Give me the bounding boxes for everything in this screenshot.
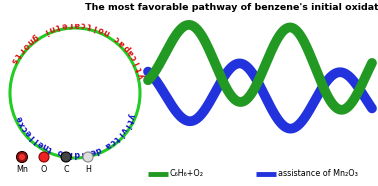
- Circle shape: [61, 152, 71, 162]
- Text: o: o: [57, 147, 64, 157]
- Text: i: i: [122, 122, 131, 129]
- Text: c: c: [107, 137, 116, 147]
- Text: H: H: [85, 165, 91, 174]
- Text: a: a: [125, 47, 136, 57]
- Circle shape: [19, 154, 25, 160]
- Text: n: n: [102, 27, 112, 37]
- Text: l: l: [33, 136, 40, 145]
- Text: d: d: [93, 144, 102, 155]
- Text: n: n: [25, 36, 35, 46]
- Text: z: z: [84, 148, 91, 158]
- Text: n: n: [40, 141, 50, 152]
- Text: a: a: [117, 38, 127, 48]
- Text: g: g: [30, 32, 40, 42]
- Text: e: e: [36, 138, 45, 149]
- Text: x: x: [17, 119, 28, 128]
- Text: i: i: [133, 60, 142, 66]
- Text: i: i: [80, 149, 84, 158]
- Text: l: l: [28, 132, 36, 141]
- Text: v: v: [118, 125, 129, 135]
- Text: i: i: [43, 26, 49, 35]
- Text: e: e: [89, 146, 97, 156]
- Text: t: t: [112, 133, 121, 143]
- Text: C: C: [63, 165, 69, 174]
- Text: c: c: [80, 20, 86, 29]
- Text: i: i: [116, 130, 124, 138]
- Text: c: c: [113, 34, 122, 44]
- Text: n: n: [47, 23, 56, 33]
- Text: C₆H₆+O₂: C₆H₆+O₂: [170, 169, 204, 179]
- Text: e: e: [23, 127, 34, 137]
- Circle shape: [39, 152, 49, 162]
- Text: o: o: [97, 24, 105, 34]
- Text: r: r: [68, 20, 73, 29]
- Text: e: e: [60, 20, 67, 30]
- Text: Mn: Mn: [16, 165, 28, 174]
- Text: i: i: [93, 22, 98, 32]
- Text: t: t: [55, 21, 60, 31]
- Text: y: y: [126, 112, 137, 120]
- Text: i: i: [70, 149, 73, 158]
- Text: r: r: [16, 46, 26, 54]
- Text: assistance of Mn₂O₃: assistance of Mn₂O₃: [278, 169, 358, 179]
- Text: t: t: [135, 66, 145, 72]
- Circle shape: [83, 152, 93, 162]
- Text: c: c: [20, 124, 30, 133]
- Text: c: c: [129, 53, 139, 62]
- Text: a: a: [74, 20, 79, 29]
- Text: d: d: [74, 149, 80, 158]
- Text: s: s: [9, 56, 19, 65]
- Text: t: t: [46, 144, 54, 154]
- Text: e: e: [14, 114, 25, 123]
- Circle shape: [17, 152, 28, 163]
- Text: o: o: [20, 40, 30, 50]
- Text: x: x: [62, 148, 69, 158]
- Text: The most favorable pathway of benzene's initial oxidation: The most favorable pathway of benzene's …: [85, 3, 378, 12]
- Text: O: O: [41, 165, 47, 174]
- Text: y: y: [136, 71, 147, 79]
- Text: t: t: [12, 51, 22, 59]
- Text: p: p: [121, 42, 132, 53]
- Text: t: t: [86, 21, 92, 30]
- Text: a: a: [103, 139, 112, 150]
- Text: t: t: [124, 117, 134, 124]
